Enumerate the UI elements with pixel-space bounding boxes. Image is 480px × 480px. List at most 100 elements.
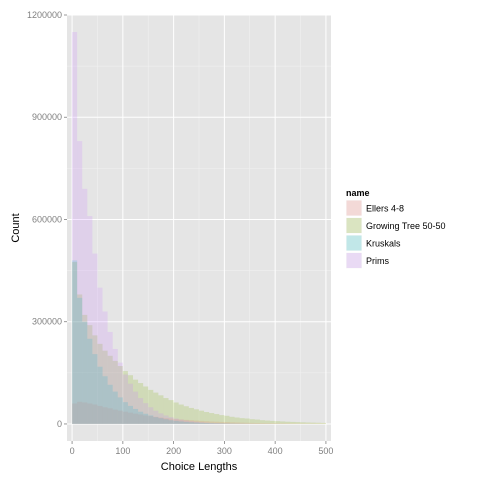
histogram-bars	[72, 32, 326, 424]
histogram-bar	[143, 386, 149, 424]
histogram-bar	[92, 335, 98, 424]
legend-key-background	[345, 217, 363, 234]
histogram-bar	[127, 412, 133, 424]
legend-key-background	[345, 234, 363, 252]
histogram-bar	[153, 416, 159, 424]
histogram-bar	[148, 389, 154, 424]
histogram-bar	[290, 421, 296, 424]
histogram-bar	[275, 421, 281, 424]
histogram-bar	[183, 421, 189, 424]
histogram-bar	[138, 414, 144, 424]
histogram-bar	[168, 418, 174, 424]
x-tick-label: 300	[217, 446, 232, 456]
series-prims	[72, 32, 326, 424]
histogram-bar	[133, 413, 139, 424]
histogram-bar	[112, 348, 118, 424]
histogram-bar	[82, 402, 88, 424]
histogram-bar	[112, 360, 118, 424]
legend-item: Prims	[345, 252, 389, 269]
histogram-bar	[107, 384, 113, 424]
histogram-bar	[153, 417, 159, 424]
histogram-bar	[87, 338, 93, 424]
histogram-bar	[143, 403, 149, 424]
histogram-bar	[107, 408, 113, 424]
histogram-bar	[219, 423, 225, 424]
histogram-bar	[173, 418, 179, 424]
histogram-bar	[87, 403, 93, 424]
series-kruskals	[72, 260, 326, 424]
histogram-bar	[127, 383, 133, 424]
legend-swatch	[346, 235, 362, 251]
histogram-bar	[204, 421, 210, 424]
histogram-bar	[209, 421, 215, 424]
histogram-bar	[133, 408, 139, 424]
histogram-bar	[72, 260, 78, 424]
histogram-bar	[102, 376, 108, 424]
histogram-bar	[188, 407, 194, 424]
histogram-bar	[163, 419, 169, 424]
histogram-bar	[158, 395, 164, 424]
x-tick-label: 400	[268, 446, 283, 456]
histogram-bar	[219, 423, 225, 424]
histogram-bar	[112, 409, 118, 424]
histogram-bar	[280, 421, 286, 424]
histogram-bar	[204, 422, 210, 424]
legend-key-background	[345, 252, 363, 269]
legend: name Ellers 4-8 Growing Tree 50-50 Kruskal…	[345, 188, 446, 269]
histogram-bar	[117, 410, 123, 424]
histogram-bar	[72, 403, 78, 424]
histogram-bar	[204, 423, 210, 424]
histogram-bar	[122, 411, 128, 424]
histogram-bar	[72, 262, 78, 424]
legend-label: Kruskals	[366, 239, 401, 249]
histogram-bar	[127, 405, 133, 424]
x-axis-ticks: 0 100 200 300 400 500	[70, 441, 333, 456]
histogram-bar	[178, 419, 184, 424]
histogram-bar	[107, 331, 113, 424]
histogram-bar	[82, 188, 88, 424]
legend-swatch	[346, 200, 362, 216]
series-growing-tree-50-50	[72, 262, 326, 424]
histogram-bar	[133, 379, 139, 424]
y-tick-label: 300000	[32, 317, 62, 327]
y-tick-label: 0	[57, 419, 62, 429]
histogram-bar	[153, 410, 159, 424]
y-axis-title: Count	[10, 213, 22, 242]
histogram-bar	[183, 419, 189, 424]
histogram-bar	[97, 343, 103, 424]
histogram-bar	[97, 287, 103, 424]
legend-items: Ellers 4-8 Growing Tree 50-50 Kruskals Prim…	[345, 199, 446, 269]
x-tick-label: 200	[166, 446, 181, 456]
histogram-bar	[133, 391, 139, 424]
histogram-bar	[305, 422, 311, 424]
histogram-bar	[77, 141, 83, 424]
histogram-bar	[265, 423, 271, 424]
histogram-bar	[270, 420, 276, 424]
histogram-bar	[259, 423, 265, 424]
histogram-bar	[163, 415, 169, 424]
legend-label: Growing Tree 50-50	[366, 221, 446, 231]
histogram-bar	[310, 422, 316, 424]
histogram-bar	[214, 423, 220, 424]
histogram-bar	[249, 419, 255, 424]
histogram-bar	[254, 422, 260, 424]
histogram-bar	[168, 400, 174, 424]
histogram-bar	[168, 417, 174, 424]
histogram-bar	[102, 350, 108, 424]
histogram-bar	[229, 422, 235, 424]
histogram-bar	[72, 32, 78, 424]
histogram-bar	[127, 375, 133, 424]
histogram-bar	[234, 417, 240, 424]
histogram-bar	[254, 419, 260, 424]
histogram-bar	[102, 311, 108, 424]
histogram-bar	[300, 422, 306, 424]
histogram-bar	[193, 422, 199, 424]
histogram-bar	[214, 421, 220, 424]
histogram-bar	[295, 422, 301, 424]
y-tick-label: 600000	[32, 214, 62, 224]
histogram-bar	[244, 418, 250, 424]
histogram-bar	[188, 421, 194, 424]
legend-label: Prims	[366, 256, 389, 266]
histogram-bar	[315, 422, 321, 424]
